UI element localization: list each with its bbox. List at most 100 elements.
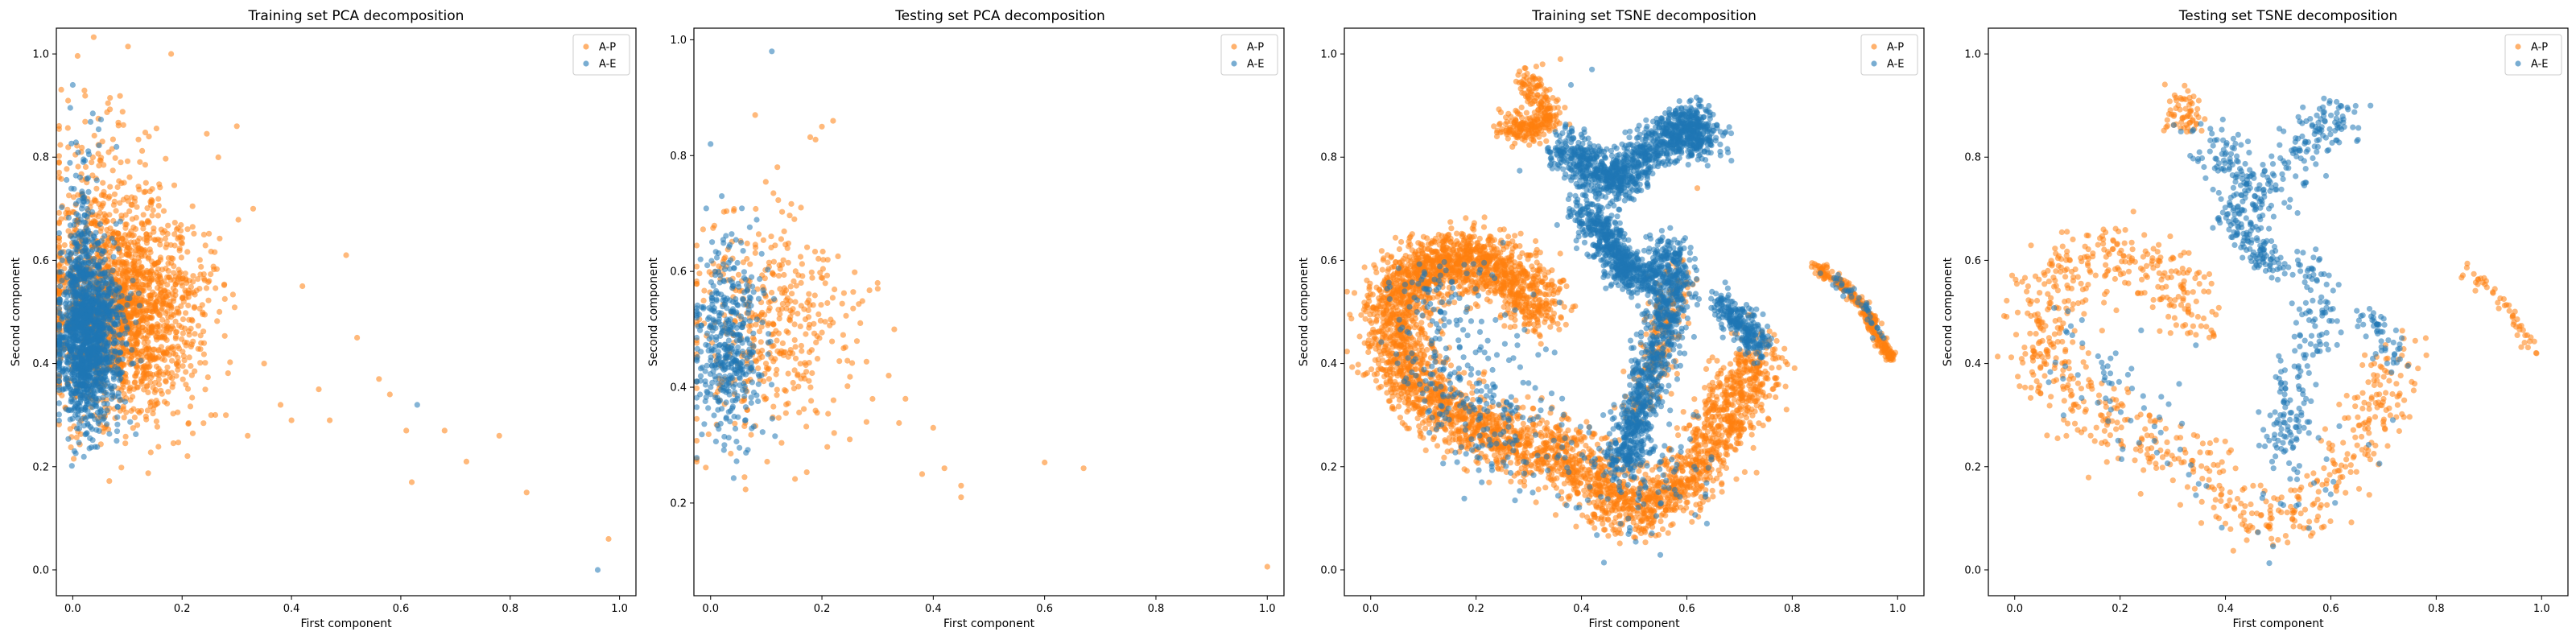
- data-point: [110, 341, 118, 347]
- data-point: [125, 242, 131, 248]
- data-point: [748, 360, 754, 366]
- data-point: [261, 361, 267, 367]
- data-point: [100, 192, 107, 198]
- data-point: [126, 386, 133, 392]
- data-point: [725, 435, 732, 441]
- data-point: [729, 285, 736, 291]
- data-point: [139, 348, 146, 354]
- data-point: [734, 259, 741, 266]
- data-point: [139, 147, 146, 154]
- data-point: [197, 346, 204, 353]
- data-point: [169, 357, 175, 364]
- data-point: [720, 261, 727, 267]
- data-point: [797, 361, 803, 367]
- data-point: [958, 494, 964, 501]
- x-tick-label: 0.6: [1036, 603, 1053, 615]
- data-point: [118, 180, 125, 187]
- data-point: [95, 151, 101, 157]
- data-point: [775, 273, 782, 279]
- data-point: [184, 226, 191, 233]
- data-point: [766, 308, 772, 314]
- data-point: [92, 416, 98, 423]
- data-point: [145, 339, 151, 345]
- y-tick-label: 0.6: [670, 266, 687, 279]
- data-point: [740, 320, 746, 327]
- data-point: [93, 376, 100, 382]
- data-point: [755, 371, 762, 378]
- data-point: [183, 382, 189, 388]
- data-point: [161, 287, 167, 294]
- data-point: [171, 231, 178, 237]
- legend-marker: [583, 60, 589, 67]
- data-point: [114, 428, 121, 435]
- data-point: [343, 252, 349, 258]
- data-point: [92, 361, 98, 367]
- legend-marker: [1231, 60, 1237, 67]
- data-point: [76, 197, 82, 204]
- data-point: [142, 363, 148, 369]
- data-point: [76, 420, 83, 427]
- data-point: [76, 440, 82, 446]
- data-point: [117, 93, 123, 99]
- data-point: [758, 324, 765, 330]
- data-point: [710, 225, 716, 231]
- data-point: [120, 259, 126, 266]
- data-point: [122, 433, 129, 440]
- data-point: [766, 331, 772, 337]
- data-point: [803, 369, 810, 375]
- data-point: [63, 300, 69, 308]
- data-point: [755, 365, 762, 372]
- data-point: [74, 241, 80, 247]
- data-point: [61, 242, 68, 249]
- data-point: [73, 266, 80, 272]
- data-point: [164, 308, 171, 315]
- data-point: [708, 279, 715, 286]
- data-point: [149, 186, 155, 192]
- data-point: [154, 355, 160, 361]
- data-point: [168, 51, 175, 57]
- data-point: [132, 251, 138, 258]
- legend-marker: [583, 43, 589, 50]
- data-point: [105, 426, 112, 433]
- data-point: [769, 289, 775, 296]
- data-point: [147, 235, 153, 242]
- data-point: [85, 254, 91, 260]
- data-point: [704, 330, 711, 336]
- data-point: [722, 358, 729, 365]
- data-point: [157, 237, 163, 244]
- data-point: [721, 255, 728, 262]
- data-point: [741, 417, 749, 424]
- data-point: [774, 366, 780, 373]
- data-point: [735, 302, 741, 308]
- data-point: [125, 43, 131, 50]
- data-point: [798, 342, 804, 349]
- data-point: [87, 299, 93, 305]
- data-point: [215, 154, 221, 160]
- data-point: [785, 259, 791, 266]
- data-point: [772, 433, 778, 440]
- data-point: [79, 144, 85, 151]
- data-point: [198, 263, 204, 270]
- data-point: [830, 397, 836, 403]
- data-point: [185, 290, 192, 296]
- data-point: [803, 331, 809, 337]
- data-point: [103, 243, 109, 250]
- legend: A-PA-E: [1220, 34, 1278, 76]
- data-point: [958, 482, 964, 489]
- data-point: [140, 212, 147, 218]
- data-point: [124, 275, 130, 281]
- data-point: [737, 444, 743, 451]
- data-point: [779, 300, 786, 308]
- data-point: [1535, 486, 1542, 493]
- data-point: [56, 174, 62, 180]
- data-point: [750, 289, 757, 295]
- data-point: [789, 291, 795, 297]
- data-point: [774, 392, 780, 398]
- data-point: [68, 309, 76, 316]
- scatter-points: [1344, 56, 1899, 566]
- data-point: [110, 230, 117, 237]
- data-point: [1441, 454, 1447, 461]
- data-point: [100, 394, 106, 401]
- data-point: [731, 265, 737, 271]
- data-point: [712, 438, 719, 445]
